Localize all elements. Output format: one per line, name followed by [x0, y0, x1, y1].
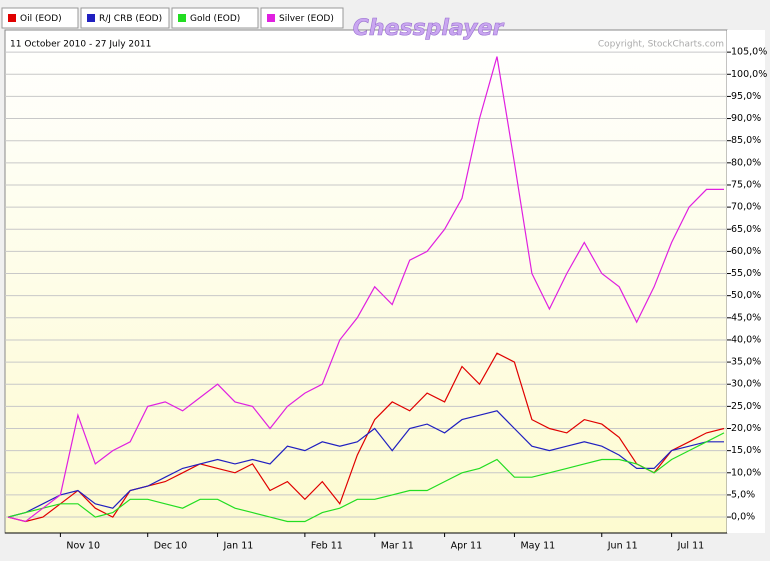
y-tick-label: 45,0%	[731, 312, 761, 323]
legend-swatch	[87, 14, 95, 22]
legend-swatch	[8, 14, 16, 22]
x-tick-label: May 11	[520, 541, 555, 552]
y-tick-label: 55,0%	[731, 268, 761, 279]
x-tick-label: Feb 11	[311, 541, 343, 552]
legend: Oil (EOD) R/J CRB (EOD) Gold (EOD) Silver (…	[1, 7, 344, 29]
y-tick-label: 50,0%	[731, 290, 761, 301]
y-tick-label: 65,0%	[731, 224, 761, 235]
y-tick-label: 25,0%	[731, 401, 761, 412]
y-tick-label: 0,0%	[731, 512, 755, 523]
y-tick-label: 95,0%	[731, 91, 761, 102]
watermark-title: Chessplayer	[353, 16, 505, 41]
y-tick-label: 40,0%	[731, 334, 761, 345]
y-tick-label: 10,0%	[731, 467, 761, 478]
x-tick-label: Apr 11	[451, 541, 483, 552]
x-tick-label: Mar 11	[381, 541, 414, 552]
y-tick-label: 70,0%	[731, 202, 761, 213]
y-tick-label: 90,0%	[731, 113, 761, 124]
y-tick-label: 100,0%	[731, 69, 767, 80]
y-tick-label: 85,0%	[731, 135, 761, 146]
y-tick-label: 60,0%	[731, 246, 761, 257]
legend-swatch	[178, 14, 186, 22]
legend-label: R/J CRB (EOD)	[99, 14, 162, 24]
legend-label: Silver (EOD)	[279, 14, 334, 24]
y-tick-label: 75,0%	[731, 179, 761, 190]
copyright: Copyright, StockCharts.com	[598, 40, 724, 50]
subtitle: 11 October 2010 - 27 July 2011	[10, 40, 151, 50]
axis-area	[727, 30, 765, 533]
legend-box	[1, 7, 79, 29]
y-tick-label: 15,0%	[731, 445, 761, 456]
series-line	[7, 432, 725, 523]
legend-label: Oil (EOD)	[20, 14, 62, 24]
x-tick-label: Dec 10	[154, 541, 188, 552]
legend-box	[171, 7, 259, 29]
y-tick-label: 35,0%	[731, 357, 761, 368]
series-line	[7, 56, 724, 523]
legend-box	[80, 7, 170, 29]
x-tick-label: Jul 11	[677, 541, 705, 552]
y-tick-label: 30,0%	[731, 379, 761, 390]
x-tick-label: Jun 11	[607, 541, 638, 552]
legend-label: Gold (EOD)	[190, 14, 240, 24]
series-line	[7, 410, 724, 518]
legend-box	[260, 7, 344, 29]
y-tick-label: 5,0%	[731, 489, 755, 500]
x-tick-label: Jan 11	[223, 541, 254, 552]
y-tick-label: 105,0%	[731, 47, 767, 58]
series-line	[7, 352, 725, 523]
legend-swatch	[267, 14, 275, 22]
plot-area	[4, 29, 728, 534]
y-tick-label: 80,0%	[731, 157, 761, 168]
x-tick-label: Nov 10	[66, 541, 100, 552]
y-tick-label: 20,0%	[731, 423, 761, 434]
